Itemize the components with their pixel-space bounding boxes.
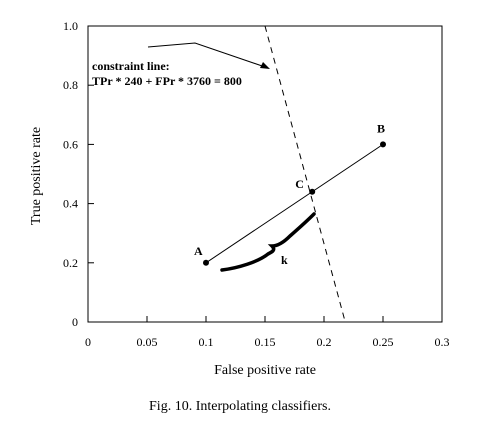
y-tick-label: 1.0: [63, 19, 78, 33]
figure-caption: Fig. 10. Interpolating classifiers.: [149, 399, 331, 414]
k-brace: [220, 212, 316, 272]
constraint-line: [264, 25, 346, 323]
point-a: [203, 259, 209, 266]
x-tick-label: 0.25: [373, 335, 394, 349]
x-tick-label: 0.15: [255, 335, 276, 349]
x-tick-label: 0.3: [435, 335, 450, 349]
constraint-annotation-line-1: constraint line:: [92, 59, 170, 73]
y-tick-label: 0.4: [63, 197, 78, 211]
point-label-a: A: [194, 244, 203, 258]
x-tick-label: 0.1: [199, 335, 214, 349]
y-tick-label: 0: [72, 315, 78, 329]
x-axis-label: False positive rate: [214, 363, 316, 378]
data-points: A B C: [194, 121, 386, 266]
point-label-c: C: [295, 177, 304, 191]
x-axis-ticks: 0 0.05 0.1 0.15 0.2 0.25 0.3: [85, 316, 450, 349]
annotation-arrowhead: [260, 62, 270, 69]
y-tick-label: 0.8: [63, 78, 78, 92]
annotation-pointer: [147, 42, 269, 69]
y-axis-ticks: 0 0.2 0.4 0.6 0.8 1.0: [63, 19, 94, 329]
brace-label-k: k: [281, 253, 288, 267]
x-tick-label: 0: [85, 335, 91, 349]
x-tick-label: 0.2: [317, 335, 332, 349]
segment-a-b: [205, 143, 384, 264]
y-tick-label: 0.2: [63, 256, 78, 270]
y-axis-label: True positive rate: [29, 127, 44, 225]
y-tick-label: 0.6: [63, 137, 78, 151]
x-tick-label: 0.05: [137, 335, 158, 349]
point-c: [309, 188, 316, 195]
constraint-annotation-line-2: TPr * 240 + FPr * 3760 = 800: [92, 74, 242, 88]
point-b: [380, 141, 386, 148]
point-label-b: B: [377, 121, 385, 135]
